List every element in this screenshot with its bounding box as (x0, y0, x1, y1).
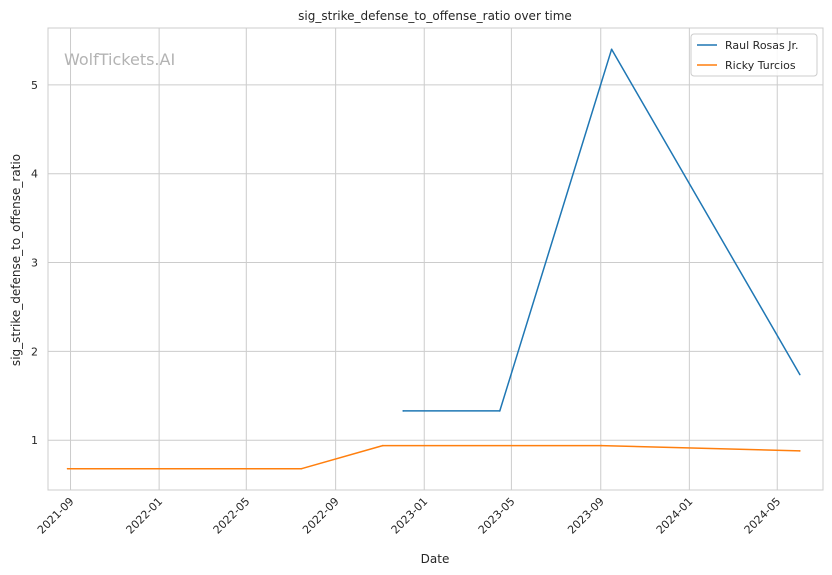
chart-title: sig_strike_defense_to_offense_ratio over… (298, 9, 572, 23)
y-tick-label: 1 (31, 434, 38, 447)
data-point (499, 410, 501, 412)
data-point (402, 410, 405, 412)
data-point (300, 467, 303, 470)
data-point (610, 48, 613, 51)
y-axis-ticks: 1 2 3 4 5 (31, 79, 38, 447)
y-tick-label: 3 (31, 257, 38, 270)
data-point (600, 444, 603, 447)
y-tick-label: 5 (31, 79, 38, 92)
watermark: WolfTickets.AI (64, 50, 175, 69)
grid (48, 28, 823, 490)
data-point (66, 467, 69, 470)
plot-area-frame (47, 27, 824, 491)
legend-label: Ricky Turcios (725, 59, 796, 72)
data-point (799, 373, 801, 376)
data-point (382, 444, 384, 447)
legend: Raul Rosas Jr. Ricky Turcios (690, 33, 818, 77)
y-tick-label: 2 (31, 345, 38, 358)
series-line-1 (402, 48, 801, 412)
y-axis-label: sig_strike_defense_to_offense_ratio (9, 154, 23, 366)
series-layer (66, 48, 801, 470)
legend-box (690, 33, 818, 77)
legend-label: Raul Rosas Jr. (725, 39, 799, 52)
y-tick-label: 4 (31, 168, 38, 181)
x-axis-label: Date (421, 552, 450, 566)
data-point (799, 450, 801, 452)
